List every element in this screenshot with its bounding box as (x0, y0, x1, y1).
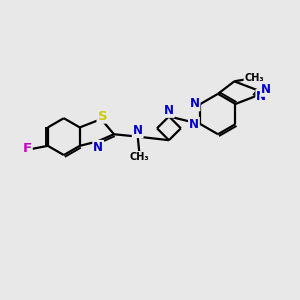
Text: CH₃: CH₃ (244, 74, 264, 83)
Text: N: N (190, 98, 200, 110)
Text: N: N (189, 118, 199, 130)
Text: F: F (22, 142, 32, 155)
Text: CH₃: CH₃ (130, 152, 150, 162)
Text: N: N (261, 83, 271, 96)
Text: N: N (256, 90, 266, 103)
Text: N: N (164, 104, 174, 117)
Text: S: S (98, 110, 107, 123)
Text: N: N (133, 124, 143, 137)
Text: N: N (93, 141, 103, 154)
